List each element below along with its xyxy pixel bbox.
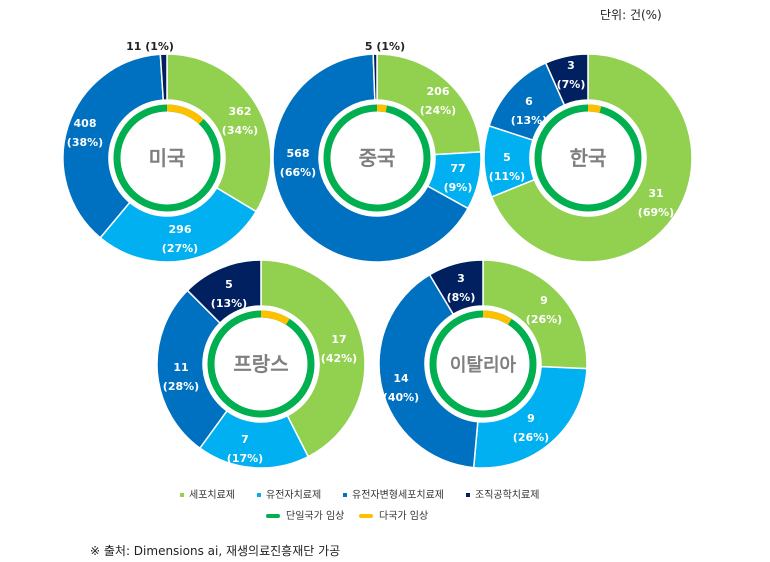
- data-label-genecell: 14 (40%): [383, 372, 419, 404]
- data-label-tissue: 5 (1%): [365, 40, 405, 53]
- data-label-genecell: 11 (28%): [163, 361, 199, 393]
- legend-swatch-gene: [257, 493, 261, 497]
- legend-swatch-single: [266, 514, 280, 518]
- data-label-gene: 7 (17%): [227, 433, 263, 465]
- legend-swatch-multi: [359, 514, 373, 518]
- legend-label: 단일국가 임상: [286, 511, 345, 522]
- legend-item-tissue: 조직공학치료제: [466, 486, 539, 501]
- country-label: 한국: [570, 146, 607, 170]
- data-label-cell: 31 (69%): [638, 187, 674, 219]
- legend-item-genecell: 유전자변형세포치료제: [343, 486, 444, 501]
- source-note: ※ 출처: Dimensions ai, 재생의료진흥재단 가공: [90, 544, 341, 558]
- donut-hole: [425, 306, 541, 422]
- data-label-cell: 206 (24%): [420, 85, 456, 117]
- data-label-genecell: 568 (66%): [280, 147, 316, 179]
- donut-charts: 미국 362 (34%) 296 (27%) 408 (38%) 11 (1%) 중국 206 (2…: [62, 40, 693, 469]
- data-label-gene: 9 (26%): [513, 412, 549, 444]
- data-label-genecell: 6 (13%): [511, 95, 547, 127]
- legend-swatch-cell: [180, 493, 184, 497]
- legend-item-single: 단일국가 임상: [266, 507, 344, 522]
- data-label-cell: 17 (42%): [321, 333, 357, 365]
- legend-swatch-genecell: [343, 493, 347, 497]
- country-label: 미국: [149, 146, 186, 170]
- country-label: 이탈리아: [450, 355, 517, 376]
- country-label: 프랑스: [233, 352, 288, 376]
- donut-chart-3: 한국 31 (69%) 5 (11%) 6 (13%) 3 (7%): [483, 53, 693, 263]
- data-label-genecell: 408 (38%): [67, 117, 103, 149]
- donut-segment-genecell: [378, 273, 479, 469]
- donut-hole: [319, 100, 435, 216]
- legend-swatch-tissue: [466, 493, 470, 497]
- data-label-gene: 5 (11%): [489, 151, 525, 183]
- data-label-tissue: 3 (8%): [447, 272, 476, 304]
- donut-chart-2: 중국 206 (24%) 77 (9%) 568 (66%) 5 (1%): [272, 40, 482, 263]
- legend-label: 유전자치료제: [266, 490, 322, 501]
- multinational-ring: [534, 104, 642, 212]
- data-label-tissue: 11 (1%): [126, 40, 174, 53]
- multinational-ring: [429, 310, 537, 418]
- donut-hole: [203, 306, 319, 422]
- legend-label: 유전자변형세포치료제: [352, 490, 444, 501]
- donut-hole: [530, 100, 646, 216]
- legend-item-gene: 유전자치료제: [257, 486, 321, 501]
- legend-item-multi: 다국가 임상: [359, 507, 428, 522]
- legend-item-cell: 세포치료제: [180, 486, 235, 501]
- data-label-cell: 9 (26%): [526, 294, 562, 326]
- legend-label: 조직공학치료제: [475, 490, 540, 501]
- donut-chart-1: 미국 362 (34%) 296 (27%) 408 (38%) 11 (1%): [62, 40, 272, 263]
- multinational-ring: [323, 104, 431, 212]
- data-label-tissue: 3 (7%): [557, 59, 586, 91]
- donut-chart-5: 이탈리아 9 (26%) 9 (26%) 14 (40%) 3 (8%): [378, 259, 588, 469]
- data-label-gene: 77 (9%): [444, 162, 473, 194]
- data-label-tissue: 5 (13%): [211, 278, 247, 310]
- donut-chart-4: 프랑스 17 (42%) 7 (17%) 11 (28%) 5 (13%): [156, 259, 366, 469]
- donut-hole: [109, 100, 225, 216]
- legend-label: 세포치료제: [189, 490, 235, 501]
- country-label: 중국: [359, 146, 396, 170]
- legend-label: 다국가 임상: [379, 511, 429, 522]
- multinational-ring: [113, 104, 221, 212]
- data-label-gene: 296 (27%): [162, 223, 198, 255]
- multinational-ring: [207, 310, 315, 418]
- unit-note: 단위: 건(%): [600, 8, 662, 22]
- data-label-cell: 362 (34%): [222, 105, 258, 137]
